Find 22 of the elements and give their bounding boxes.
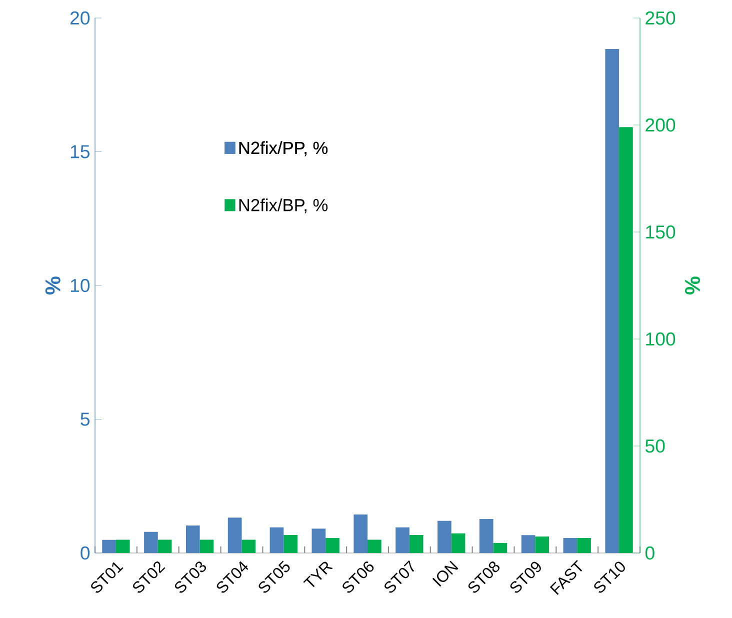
y-tick-label: 10 xyxy=(70,278,90,292)
y-tick-label: 5 xyxy=(80,412,90,426)
legend-label: N2fix/BP, % xyxy=(239,198,328,214)
y2-tick-label: 150 xyxy=(646,225,676,239)
x-tick-label: TYR xyxy=(303,562,333,588)
y-tick-label: 20 xyxy=(70,11,90,25)
x-tick-label: ION xyxy=(432,560,458,587)
y2-tick-label: 250 xyxy=(646,11,676,25)
bar xyxy=(493,542,508,553)
y2-axis-title: % xyxy=(685,276,700,294)
y2-tick-label: 100 xyxy=(646,332,676,346)
bar xyxy=(186,525,200,553)
y-axis-title: % xyxy=(45,276,60,294)
y2-tick-label: 50 xyxy=(645,439,665,453)
y-tick-label: 0 xyxy=(80,546,90,560)
bar xyxy=(479,519,494,553)
bar xyxy=(354,514,368,553)
bar xyxy=(228,518,242,553)
y2-tick-label: 200 xyxy=(646,118,676,132)
y2-tick-label: 0 xyxy=(645,546,654,560)
legend-label: N2fix/PP, % xyxy=(239,141,328,156)
y-tick-label: 15 xyxy=(70,145,90,158)
